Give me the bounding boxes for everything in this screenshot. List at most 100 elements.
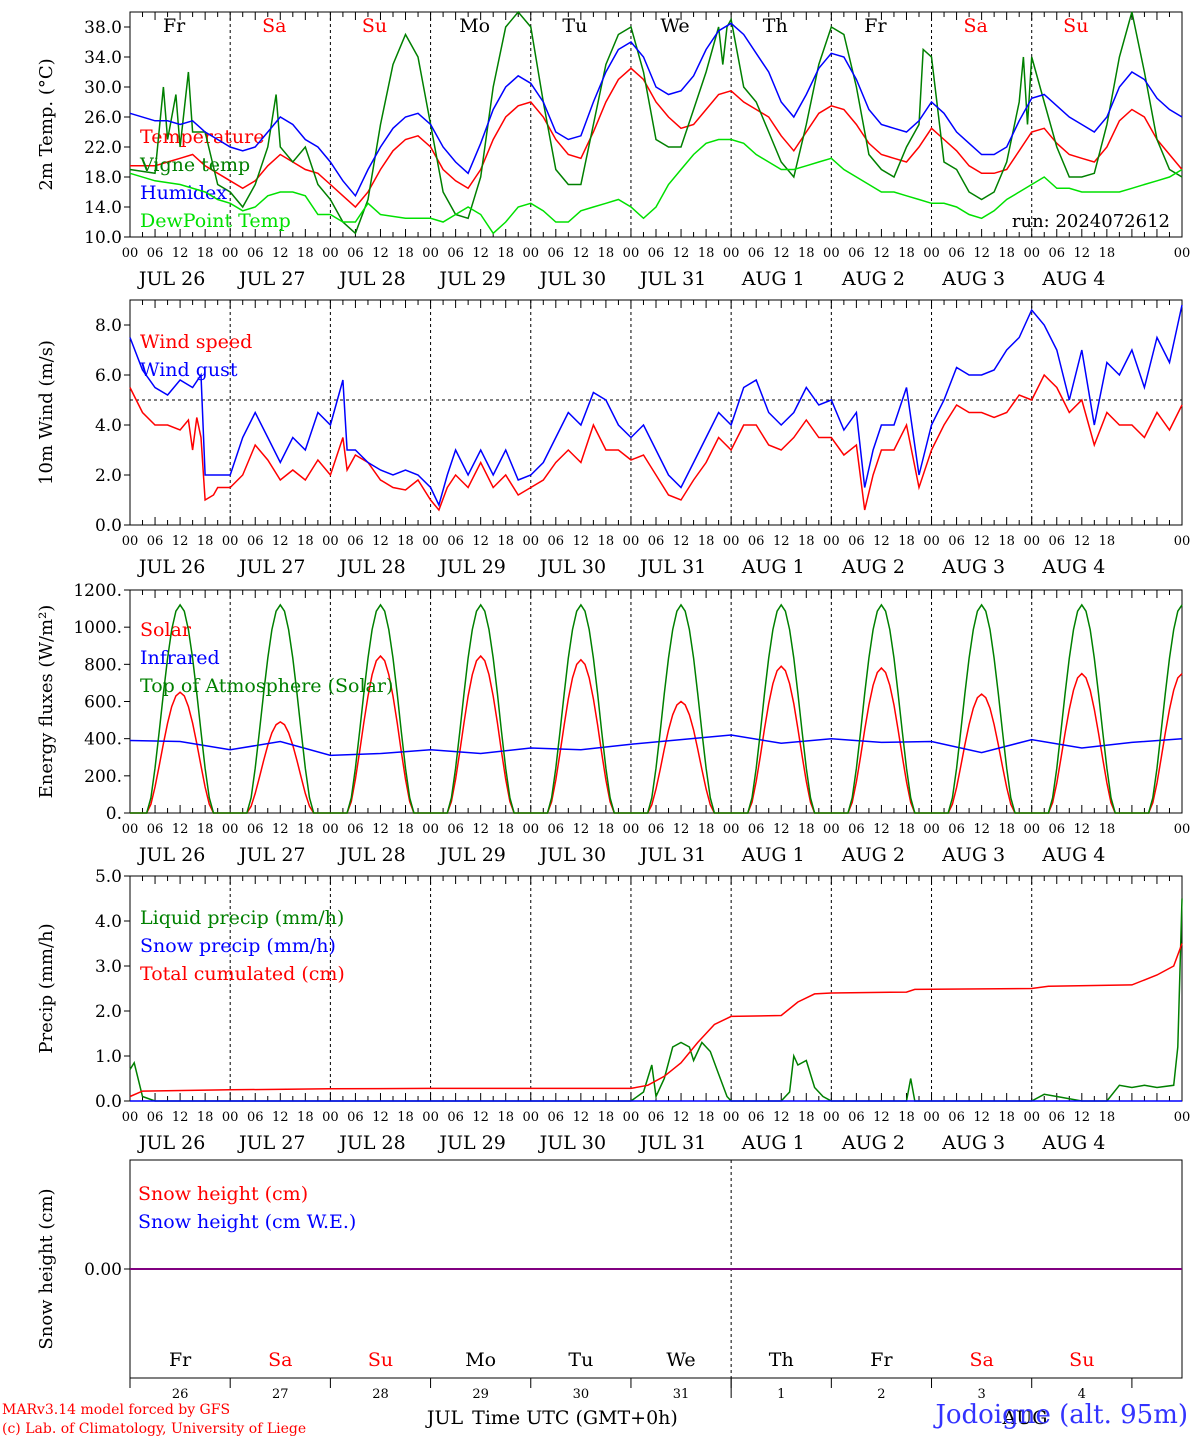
hour-tick-label: 18 bbox=[497, 534, 514, 549]
hour-tick-label: 00 bbox=[823, 246, 840, 261]
hour-tick-label: 00 bbox=[923, 246, 940, 261]
hour-tick-label: 06 bbox=[848, 1110, 865, 1125]
legend-entry: Wind speed bbox=[140, 331, 252, 353]
hour-tick-label: 06 bbox=[347, 246, 364, 261]
hour-tick-label: 06 bbox=[347, 534, 364, 549]
y-tick-label: 2.0 bbox=[95, 466, 122, 486]
hour-tick-label: 12 bbox=[573, 822, 590, 837]
hour-tick-label: 00 bbox=[522, 1110, 539, 1125]
plot-frame bbox=[129, 11, 1183, 238]
hour-tick-label: 00 bbox=[1174, 534, 1191, 549]
day-of-week-label: Tu bbox=[562, 15, 587, 37]
hour-tick-label: 12 bbox=[372, 534, 389, 549]
hour-tick-label: 18 bbox=[998, 1110, 1015, 1125]
day-of-week-label: Mo bbox=[459, 15, 490, 37]
date-label: JUL 28 bbox=[337, 844, 405, 866]
hour-tick-label: 12 bbox=[873, 246, 890, 261]
day-of-week-label: Sa bbox=[262, 15, 286, 37]
y-axis-title: 2m Temp. (°C) bbox=[36, 58, 57, 190]
hour-tick-label: 00 bbox=[222, 1110, 239, 1125]
y-tick-label: 2.0 bbox=[95, 1002, 122, 1022]
date-label: JUL 30 bbox=[538, 844, 606, 866]
hour-tick-label: 06 bbox=[1048, 534, 1065, 549]
hour-tick-label: 18 bbox=[1099, 1110, 1116, 1125]
day-of-week-label: Sa bbox=[268, 1349, 292, 1371]
hour-tick-label: 06 bbox=[247, 246, 264, 261]
legend-entry: Snow precip (mm/h) bbox=[140, 935, 336, 957]
hour-tick-label: 12 bbox=[673, 1110, 690, 1125]
y-tick-label: 200. bbox=[84, 767, 122, 787]
hour-tick-label: 12 bbox=[372, 1110, 389, 1125]
hour-tick-label: 06 bbox=[147, 534, 164, 549]
hour-tick-label: 12 bbox=[472, 246, 489, 261]
series-line-solar bbox=[130, 654, 1183, 814]
day-of-week-label: Su bbox=[1063, 15, 1088, 37]
hour-tick-label: 00 bbox=[222, 246, 239, 261]
hour-tick-label: 00 bbox=[1023, 246, 1040, 261]
hour-tick-label: 06 bbox=[948, 534, 965, 549]
hour-tick-label: 06 bbox=[1048, 246, 1065, 261]
date-label: AUG 3 bbox=[941, 556, 1005, 578]
y-tick-label: 400. bbox=[84, 730, 122, 750]
series-line-temperature bbox=[130, 67, 1183, 209]
series-line-vigne-temp bbox=[129, 10, 1183, 235]
hour-tick-label: 06 bbox=[848, 246, 865, 261]
hour-tick-label: 12 bbox=[272, 534, 289, 549]
day-of-week-label: Fr bbox=[169, 1349, 192, 1371]
day-of-week-label: Sa bbox=[963, 15, 987, 37]
hour-tick-label: 00 bbox=[1174, 246, 1191, 261]
hour-tick-label: 18 bbox=[1099, 822, 1116, 837]
y-tick-label: 8.0 bbox=[95, 316, 122, 336]
y-tick-label: 26.0 bbox=[84, 108, 122, 128]
hour-tick-label: 06 bbox=[648, 822, 665, 837]
hour-tick-label: 00 bbox=[623, 822, 640, 837]
hour-tick-label: 18 bbox=[698, 822, 715, 837]
hour-tick-label: 06 bbox=[147, 1110, 164, 1125]
day-of-week-label: Fr bbox=[864, 15, 887, 37]
hour-tick-label: 18 bbox=[197, 1110, 214, 1125]
y-tick-label: 600. bbox=[84, 693, 122, 713]
x-axis-title: Time UTC (GMT+0h) bbox=[472, 1407, 678, 1429]
y-tick-label: 34.0 bbox=[84, 48, 122, 68]
y-tick-label: 5.0 bbox=[95, 867, 122, 887]
hour-tick-label: 12 bbox=[372, 246, 389, 261]
hour-tick-label: 18 bbox=[397, 534, 414, 549]
series-line-wind-gust bbox=[129, 304, 1183, 508]
hour-tick-label: 18 bbox=[998, 246, 1015, 261]
y-tick-label: 18.0 bbox=[84, 168, 122, 188]
hour-tick-label: 00 bbox=[723, 246, 740, 261]
hour-tick-label: 00 bbox=[422, 534, 439, 549]
hour-tick-label: 18 bbox=[297, 246, 314, 261]
hour-tick-label: 18 bbox=[798, 1110, 815, 1125]
date-label: JUL 28 bbox=[337, 268, 405, 290]
date-label: AUG 3 bbox=[941, 1132, 1005, 1154]
legend-entry: Wind gust bbox=[140, 359, 238, 381]
hour-tick-label: 12 bbox=[973, 822, 990, 837]
hour-tick-label: 12 bbox=[773, 246, 790, 261]
y-tick-label: 10.0 bbox=[84, 228, 122, 248]
legend-entry: Snow height (cm W.E.) bbox=[138, 1211, 356, 1233]
legend-entry: Snow height (cm) bbox=[138, 1183, 308, 1205]
legend-entry: Top of Atmosphere (Solar) bbox=[140, 675, 393, 697]
date-label: JUL 26 bbox=[137, 268, 205, 290]
hour-tick-label: 18 bbox=[497, 822, 514, 837]
hour-tick-label: 18 bbox=[397, 246, 414, 261]
hour-tick-label: 06 bbox=[147, 822, 164, 837]
hour-tick-label: 06 bbox=[247, 822, 264, 837]
day-number-label: 29 bbox=[472, 1387, 489, 1402]
hour-tick-label: 18 bbox=[1099, 534, 1116, 549]
day-number-label: 26 bbox=[172, 1387, 189, 1402]
hour-tick-label: 12 bbox=[673, 534, 690, 549]
hour-tick-label: 18 bbox=[397, 822, 414, 837]
date-label: JUL 28 bbox=[337, 556, 405, 578]
date-label: JUL 26 bbox=[137, 1132, 205, 1154]
y-axis-title: Precip (mm/h) bbox=[36, 923, 57, 1053]
hour-tick-label: 18 bbox=[497, 1110, 514, 1125]
legend-entry: DewPoint Temp bbox=[140, 210, 291, 232]
hour-tick-label: 12 bbox=[773, 1110, 790, 1125]
hour-tick-label: 06 bbox=[548, 1110, 565, 1125]
hour-tick-label: 06 bbox=[1048, 1110, 1065, 1125]
hour-tick-label: 12 bbox=[472, 1110, 489, 1125]
hour-tick-label: 18 bbox=[898, 534, 915, 549]
